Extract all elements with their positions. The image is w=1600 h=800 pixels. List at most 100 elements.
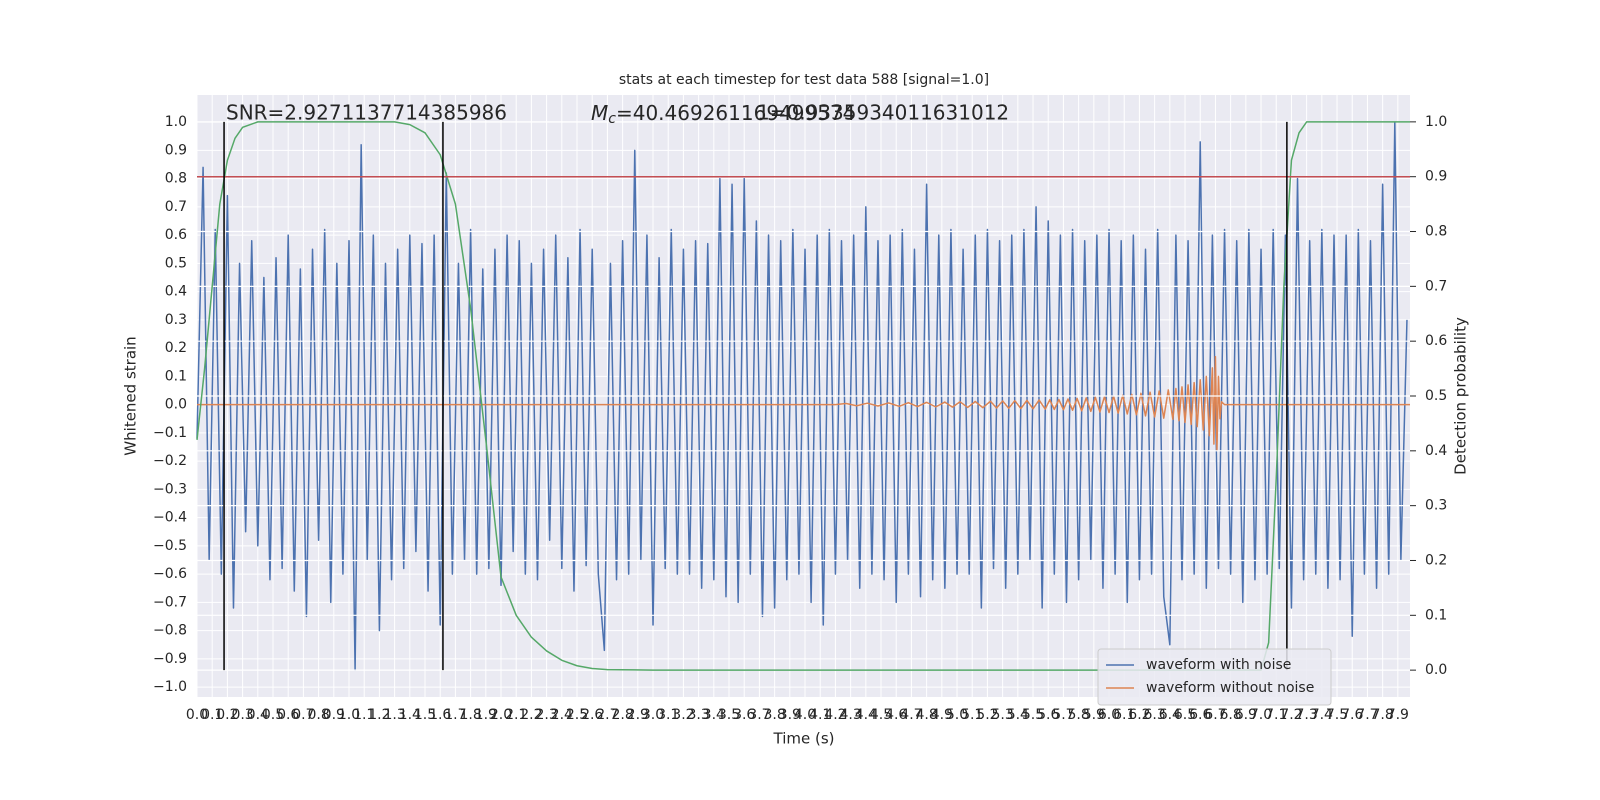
x-tick-label: 6.8 <box>1220 707 1242 723</box>
y-tick-label: 0.5 <box>165 255 187 271</box>
x-tick-label: 7.4 <box>1311 707 1333 723</box>
x-tick-label: 5.5 <box>1022 707 1044 723</box>
x-tick-label: 6.7 <box>1204 707 1226 723</box>
y2-tick-label: 0.7 <box>1425 278 1447 294</box>
x-tick-label: 1.7 <box>444 707 466 723</box>
x-tick-label: 3.8 <box>763 707 785 723</box>
x-tick-label: 5.2 <box>976 707 998 723</box>
mc-value: =40.469261169499574 <box>616 101 855 125</box>
y-tick-label: −0.1 <box>153 425 187 441</box>
x-tick-label: 1.0 <box>338 707 360 723</box>
y2-tick-label: 0.2 <box>1425 552 1447 568</box>
y-tick-label: 0.7 <box>165 199 187 215</box>
x-tick-label: 1.6 <box>429 707 451 723</box>
x-tick-label: 2.1 <box>505 707 527 723</box>
y-tick-label: 0.1 <box>165 368 187 384</box>
x-tick-label: 4.6 <box>885 707 907 723</box>
x-tick-label: 3.7 <box>748 707 770 723</box>
legend-label: waveform with noise <box>1146 657 1291 673</box>
x-tick-label: 3.1 <box>657 707 679 723</box>
x-tick-label: 4.7 <box>900 707 922 723</box>
y2-tick-label: 0.4 <box>1425 443 1447 459</box>
x-tick-label: 7.1 <box>1265 707 1287 723</box>
y-tick-label: −0.2 <box>153 453 187 469</box>
x-tick-label: 6.0 <box>1098 707 1120 723</box>
y2-tick-label: 1.0 <box>1425 114 1447 130</box>
x-tick-label: 5.4 <box>1007 707 1029 723</box>
y2-tick-label: 0.5 <box>1425 388 1447 404</box>
y-tick-label: −0.6 <box>153 566 187 582</box>
y-tick-label: −0.3 <box>153 481 187 497</box>
y-tick-label: 1.0 <box>165 114 187 130</box>
x-tick-label: 1.1 <box>353 707 375 723</box>
x-tick-label: 7.3 <box>1296 707 1318 723</box>
y-tick-label: −0.7 <box>153 594 187 610</box>
y-tick-label: 0.2 <box>165 340 187 356</box>
x-tick-label: 7.8 <box>1372 707 1394 723</box>
mc-symbol: M <box>591 101 608 125</box>
snr-annotation: SNR=2.9271137714385986 <box>226 101 507 125</box>
x-tick-label: 1.4 <box>399 707 421 723</box>
x-tick-label: 2.0 <box>490 707 512 723</box>
x-tick-label: 5.0 <box>946 707 968 723</box>
x-tick-label: 7.5 <box>1326 707 1348 723</box>
x-tick-label: 5.8 <box>1067 707 1089 723</box>
x-tick-label: 3.6 <box>733 707 755 723</box>
x-tick-label: 2.9 <box>627 707 649 723</box>
x-tick-label: 0.4 <box>247 707 269 723</box>
legend-label: waveform without noise <box>1146 680 1314 696</box>
x-tick-label: 2.2 <box>520 707 542 723</box>
x-tick-label: 2.7 <box>596 707 618 723</box>
x-tick-label: 5.1 <box>961 707 983 723</box>
x-tick-label: 3.0 <box>642 707 664 723</box>
x-tick-label: 7.9 <box>1387 707 1409 723</box>
y-tick-label: −0.5 <box>153 538 187 554</box>
y-tick-label: −0.8 <box>153 623 187 639</box>
x-tick-label: 7.0 <box>1250 707 1272 723</box>
x-tick-label: 1.8 <box>459 707 481 723</box>
overlap-annotation: 1=0.9335934011631012 <box>757 101 1009 125</box>
data-line <box>196 121 1410 671</box>
x-tick-label: 1.5 <box>414 707 436 723</box>
x-tick-label: 0.3 <box>231 707 253 723</box>
y-tick-label: −0.4 <box>153 510 187 526</box>
x-tick-label: 5.6 <box>1037 707 1059 723</box>
data-line <box>196 121 1408 671</box>
y2-tick-label: 0.1 <box>1425 607 1447 623</box>
x-tick-label: 0.1 <box>201 707 223 723</box>
x-tick-label: 7.7 <box>1356 707 1378 723</box>
x-tick-label: 1.9 <box>475 707 497 723</box>
x-tick-label: 6.9 <box>1235 707 1257 723</box>
y-tick-label: 0.9 <box>165 142 187 158</box>
legend-box <box>1097 648 1332 706</box>
x-tick-label: 7.6 <box>1341 707 1363 723</box>
x-tick-label: 2.6 <box>581 707 603 723</box>
x-tick-label: 0.9 <box>323 707 345 723</box>
x-tick-label: 6.2 <box>1128 707 1150 723</box>
x-tick-label: 4.2 <box>824 707 846 723</box>
y2-tick-label: 0.3 <box>1425 498 1447 514</box>
x-tick-label: 4.4 <box>855 707 877 723</box>
x-tick-label: 0.8 <box>307 707 329 723</box>
x-tick-label: 6.4 <box>1159 707 1181 723</box>
x-tick-label: 0.5 <box>262 707 284 723</box>
x-tick-label: 0.7 <box>292 707 314 723</box>
data-line <box>197 355 1410 451</box>
x-tick-label: 4.5 <box>870 707 892 723</box>
chart-title: stats at each timestep for test data 588… <box>619 72 989 88</box>
mc-annotation: Mc=40.469261169499574 <box>591 101 855 128</box>
x-tick-label: 5.3 <box>991 707 1013 723</box>
x-tick-label: 0.2 <box>216 707 238 723</box>
x-tick-label: 6.6 <box>1189 707 1211 723</box>
x-tick-label: 1.2 <box>368 707 390 723</box>
x-tick-label: 3.2 <box>672 707 694 723</box>
x-tick-label: 4.1 <box>809 707 831 723</box>
x-tick-label: 2.4 <box>551 707 573 723</box>
x-tick-label: 2.3 <box>535 707 557 723</box>
y-tick-label: −0.9 <box>153 651 187 667</box>
y-tick-label: 0.8 <box>165 171 187 187</box>
x-tick-label: 6.1 <box>1113 707 1135 723</box>
x-tick-label: 2.8 <box>611 707 633 723</box>
x-tick-label: 4.3 <box>839 707 861 723</box>
